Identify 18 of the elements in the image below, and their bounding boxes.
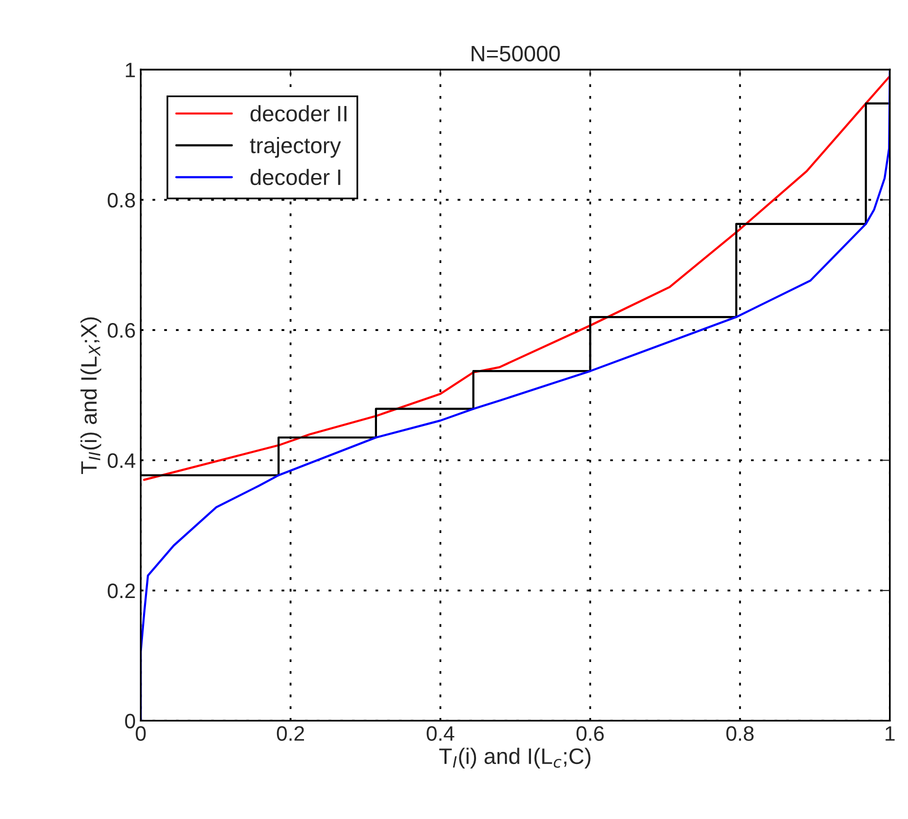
y-tick-label: 0 xyxy=(125,714,136,728)
x-tick-label: 0.2 xyxy=(276,726,304,741)
legend-label: decoder I xyxy=(250,168,340,186)
y-tick-label: 0.4 xyxy=(108,453,136,468)
legend-label: trajectory xyxy=(250,136,341,158)
x-axis-title: T$_{I}$(i) and I(L$_{c}$;C) xyxy=(439,748,590,768)
y-tick-label: 0.6 xyxy=(108,323,135,338)
chart-title: N=50000 xyxy=(472,46,560,62)
x-tick-label: 0 xyxy=(136,726,146,741)
x-tick-label: 0.6 xyxy=(576,726,604,741)
legend-label: decoder II xyxy=(250,105,346,122)
x-tick-label: 1 xyxy=(886,726,895,741)
y-axis-title: T$_{II}$(i) and I(L$_{X}$;X) xyxy=(80,317,102,474)
y-tick-label: 0.2 xyxy=(108,584,135,598)
x-tick-label: 0.4 xyxy=(426,726,454,741)
x-tick-label: 0.8 xyxy=(726,726,754,741)
y-tick-label: 0.8 xyxy=(108,192,135,208)
y-tick-label: 1 xyxy=(126,62,135,78)
